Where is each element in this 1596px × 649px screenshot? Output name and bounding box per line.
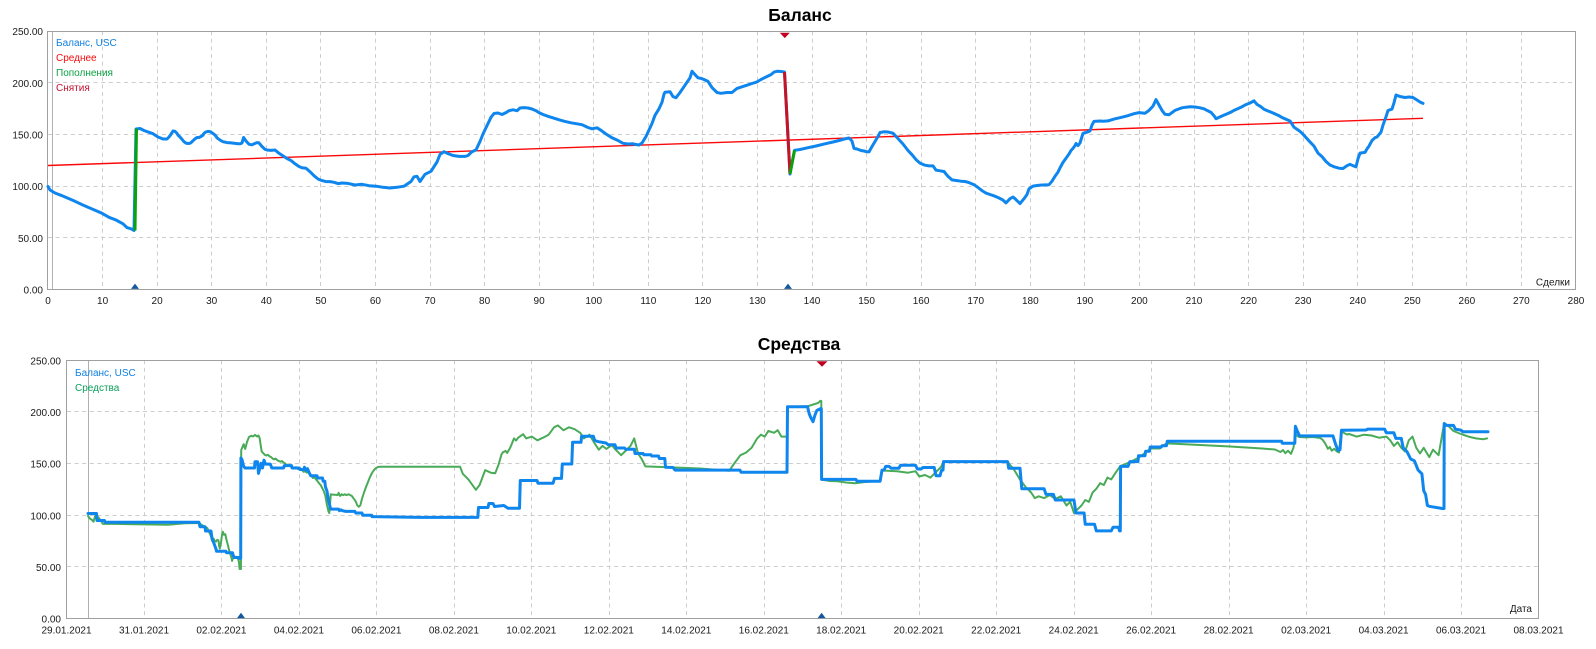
svg-text:110: 110 <box>640 296 656 307</box>
svg-text:04.02.2021: 04.02.2021 <box>274 626 324 637</box>
svg-text:270: 270 <box>1513 296 1530 307</box>
svg-text:80: 80 <box>479 296 491 307</box>
svg-text:12.02.2021: 12.02.2021 <box>584 626 634 637</box>
svg-text:02.02.2021: 02.02.2021 <box>196 626 246 637</box>
svg-text:230: 230 <box>1295 296 1312 307</box>
svg-text:0.00: 0.00 <box>42 615 62 626</box>
svg-text:50: 50 <box>315 296 327 307</box>
svg-text:06.02.2021: 06.02.2021 <box>351 626 401 637</box>
svg-text:Сделки: Сделки <box>1536 278 1570 289</box>
svg-text:200: 200 <box>1131 296 1148 307</box>
svg-text:Баланс, USC: Баланс, USC <box>75 368 136 379</box>
svg-text:70: 70 <box>424 296 436 307</box>
svg-text:24.02.2021: 24.02.2021 <box>1049 626 1099 637</box>
svg-text:90: 90 <box>534 296 546 307</box>
svg-text:240: 240 <box>1349 296 1366 307</box>
svg-text:0: 0 <box>45 296 51 307</box>
svg-text:280: 280 <box>1568 296 1585 307</box>
svg-text:20: 20 <box>152 296 164 307</box>
svg-text:04.03.2021: 04.03.2021 <box>1359 626 1409 637</box>
svg-text:250.00: 250.00 <box>30 356 61 367</box>
svg-text:190: 190 <box>1077 296 1094 307</box>
svg-text:120: 120 <box>695 296 712 307</box>
svg-text:10.02.2021: 10.02.2021 <box>506 626 556 637</box>
svg-text:150.00: 150.00 <box>12 131 43 142</box>
svg-text:160: 160 <box>913 296 930 307</box>
svg-text:Средства: Средства <box>75 383 120 394</box>
svg-text:Баланс, USC: Баланс, USC <box>56 38 117 49</box>
svg-text:0.00: 0.00 <box>24 285 44 296</box>
svg-text:30: 30 <box>206 296 218 307</box>
svg-text:31.01.2021: 31.01.2021 <box>119 626 169 637</box>
svg-text:100: 100 <box>585 296 602 307</box>
svg-text:28.02.2021: 28.02.2021 <box>1204 626 1254 637</box>
svg-text:16.02.2021: 16.02.2021 <box>739 626 789 637</box>
svg-text:Дата: Дата <box>1510 604 1533 615</box>
svg-text:18.02.2021: 18.02.2021 <box>816 626 866 637</box>
svg-text:06.03.2021: 06.03.2021 <box>1436 626 1486 637</box>
svg-text:Снятия: Снятия <box>56 83 90 94</box>
svg-text:26.02.2021: 26.02.2021 <box>1126 626 1176 637</box>
svg-text:14.02.2021: 14.02.2021 <box>661 626 711 637</box>
svg-text:Баланс: Баланс <box>768 5 832 25</box>
svg-text:Средства: Средства <box>758 334 841 354</box>
svg-text:Среднее: Среднее <box>56 53 97 64</box>
svg-text:250: 250 <box>1404 296 1421 307</box>
svg-text:20.02.2021: 20.02.2021 <box>894 626 944 637</box>
svg-text:200.00: 200.00 <box>30 408 61 419</box>
svg-text:100.00: 100.00 <box>30 511 61 522</box>
svg-text:150: 150 <box>858 296 875 307</box>
svg-text:250.00: 250.00 <box>12 27 43 38</box>
svg-text:10: 10 <box>97 296 109 307</box>
svg-text:100.00: 100.00 <box>12 182 43 193</box>
svg-text:150.00: 150.00 <box>30 460 61 471</box>
svg-text:Пополнения: Пополнения <box>56 68 113 79</box>
svg-text:08.02.2021: 08.02.2021 <box>429 626 479 637</box>
svg-text:40: 40 <box>261 296 273 307</box>
svg-text:180: 180 <box>1022 296 1039 307</box>
svg-text:50.00: 50.00 <box>36 563 61 574</box>
svg-text:200.00: 200.00 <box>12 79 43 90</box>
svg-text:60: 60 <box>370 296 382 307</box>
svg-text:22.02.2021: 22.02.2021 <box>971 626 1021 637</box>
svg-text:29.01.2021: 29.01.2021 <box>41 626 91 637</box>
svg-text:210: 210 <box>1186 296 1203 307</box>
svg-text:02.03.2021: 02.03.2021 <box>1281 626 1331 637</box>
svg-text:08.03.2021: 08.03.2021 <box>1513 626 1563 637</box>
svg-text:260: 260 <box>1459 296 1476 307</box>
svg-text:170: 170 <box>967 296 984 307</box>
svg-text:220: 220 <box>1240 296 1257 307</box>
svg-text:130: 130 <box>749 296 766 307</box>
svg-text:50.00: 50.00 <box>18 234 43 245</box>
svg-text:140: 140 <box>804 296 821 307</box>
